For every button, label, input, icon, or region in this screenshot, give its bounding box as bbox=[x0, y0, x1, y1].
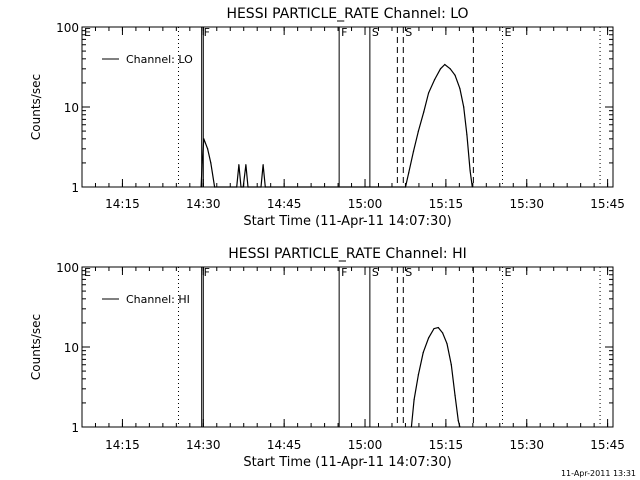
marker-label: F bbox=[341, 266, 347, 279]
data-point bbox=[240, 186, 242, 188]
legend-label: Channel: HI bbox=[126, 293, 190, 306]
marker-label: F bbox=[204, 266, 210, 279]
y-tick-label: 10 bbox=[64, 341, 79, 355]
data-point bbox=[210, 162, 212, 164]
data-point bbox=[201, 162, 203, 164]
x-tick-label: 14:15 bbox=[105, 438, 140, 452]
x-tick-label: 14:45 bbox=[267, 438, 302, 452]
generated-timestamp: 11-Apr-2011 13:31 bbox=[560, 469, 636, 478]
data-point bbox=[439, 68, 442, 70]
data-point bbox=[200, 186, 202, 188]
data-point bbox=[410, 426, 412, 428]
x-tick-label: 15:45 bbox=[590, 197, 625, 211]
x-tick-label: 14:45 bbox=[267, 197, 302, 211]
data-point bbox=[459, 87, 461, 90]
data-point bbox=[247, 186, 249, 188]
data-point bbox=[444, 63, 446, 66]
y-axis-label: Counts/sec bbox=[29, 314, 43, 380]
marker-label: F bbox=[204, 26, 210, 39]
y-tick-label: 10 bbox=[64, 101, 79, 115]
y-tick-label: 100 bbox=[56, 21, 79, 35]
data-point bbox=[454, 394, 456, 396]
data-point bbox=[457, 420, 459, 422]
data-point bbox=[238, 164, 240, 166]
data-point bbox=[207, 148, 209, 150]
data-point bbox=[422, 352, 424, 354]
x-tick-label: 15:15 bbox=[429, 197, 464, 211]
data-point bbox=[412, 150, 415, 152]
data-point bbox=[242, 186, 244, 188]
series-line bbox=[200, 63, 473, 188]
data-point bbox=[417, 374, 419, 376]
data-point bbox=[466, 134, 468, 136]
marker-label: E bbox=[84, 266, 91, 279]
marker-label: F bbox=[341, 26, 347, 39]
data-point bbox=[245, 164, 247, 166]
plot-frame bbox=[81, 266, 614, 428]
x-tick-label: 15:30 bbox=[509, 438, 544, 452]
x-tick-label: 15:15 bbox=[429, 438, 464, 452]
data-point bbox=[442, 332, 444, 334]
x-tick-label: 15:00 bbox=[348, 197, 383, 211]
data-point bbox=[404, 186, 407, 188]
y-tick-label: 1 bbox=[71, 421, 79, 435]
x-tick-label: 15:45 bbox=[590, 438, 625, 452]
chart-title: HESSI PARTICLE_RATE Channel: LO bbox=[226, 6, 468, 22]
marker-label: S bbox=[372, 266, 379, 279]
x-axis-label: Start Time (11-Apr-11 14:07:30) bbox=[243, 214, 451, 229]
x-tick-label: 14:15 bbox=[105, 197, 140, 211]
marker-label: E bbox=[84, 26, 91, 39]
data-point bbox=[236, 186, 238, 188]
data-point bbox=[463, 106, 465, 108]
plot-frame bbox=[81, 26, 614, 188]
chart-panel-lo: HESSI PARTICLE_RATE Channel: LO Counts/se… bbox=[29, 6, 625, 229]
data-point bbox=[469, 170, 471, 172]
data-point bbox=[264, 186, 266, 188]
marker-label: S bbox=[372, 26, 379, 39]
marker-label: S bbox=[405, 26, 412, 39]
data-point bbox=[260, 186, 262, 188]
x-tick-label: 14:30 bbox=[186, 438, 221, 452]
data-point bbox=[450, 364, 452, 366]
data-point bbox=[449, 68, 451, 70]
data-point bbox=[437, 326, 439, 329]
data-point bbox=[471, 186, 473, 188]
data-point bbox=[203, 138, 205, 140]
data-point bbox=[428, 92, 430, 94]
data-point bbox=[417, 130, 419, 132]
series-line bbox=[410, 326, 461, 428]
x-tick-label: 14:30 bbox=[186, 197, 221, 211]
data-point bbox=[408, 172, 410, 174]
data-point bbox=[262, 164, 264, 166]
data-point bbox=[454, 74, 456, 76]
marker-label: E bbox=[504, 266, 511, 279]
y-tick-label: 1 bbox=[71, 181, 79, 195]
data-point bbox=[433, 79, 436, 81]
y-axis-label: Counts/sec bbox=[29, 74, 43, 140]
chart-panel-hi: HESSI PARTICLE_RATE Channel: HI Counts/se… bbox=[29, 246, 625, 470]
marker-label: S bbox=[405, 266, 412, 279]
data-point bbox=[428, 337, 430, 339]
data-point bbox=[214, 186, 216, 188]
x-axis-label: Start Time (11-Apr-11 14:07:30) bbox=[243, 455, 451, 470]
data-point bbox=[423, 111, 425, 113]
data-point bbox=[459, 426, 461, 428]
y-tick-label: 100 bbox=[56, 261, 79, 275]
marker-label: E bbox=[504, 26, 511, 39]
data-point bbox=[413, 399, 415, 401]
x-tick-label: 15:30 bbox=[509, 197, 544, 211]
data-point bbox=[446, 343, 448, 345]
x-tick-label: 15:00 bbox=[348, 438, 383, 452]
chart-title: HESSI PARTICLE_RATE Channel: HI bbox=[228, 246, 466, 262]
data-point bbox=[433, 327, 435, 330]
legend-label: Channel: LO bbox=[126, 53, 193, 66]
